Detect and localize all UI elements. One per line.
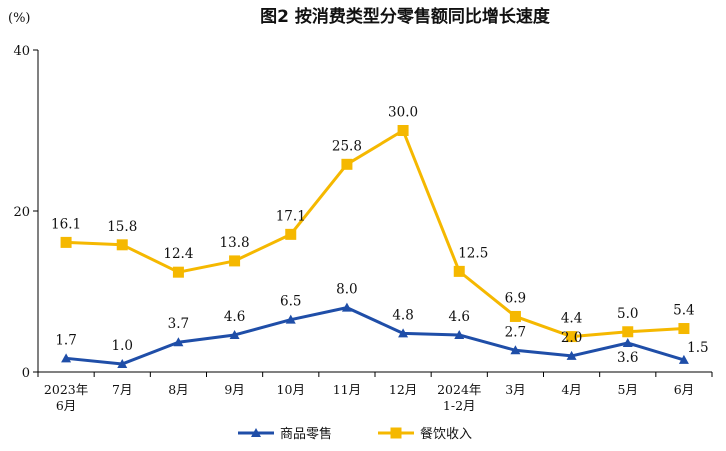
x-tick-label-line: 6月 xyxy=(56,398,76,413)
data-label: 6.9 xyxy=(505,290,526,306)
data-label: 25.8 xyxy=(332,138,362,154)
x-tick-label: 7月 xyxy=(112,382,132,397)
data-point xyxy=(173,337,184,347)
y-axis-unit: (%) xyxy=(8,11,31,26)
data-point xyxy=(622,338,633,348)
x-tick-label: 4月 xyxy=(561,382,581,397)
x-tick-label-line: 9月 xyxy=(224,382,244,397)
data-label: 4.6 xyxy=(224,309,245,325)
data-label: 1.0 xyxy=(112,338,133,354)
x-tick-label: 3月 xyxy=(505,382,525,397)
y-tick-label: 0 xyxy=(22,366,30,381)
data-point xyxy=(341,158,353,170)
data-label: 6.5 xyxy=(280,294,301,310)
x-tick-label-line: 10月 xyxy=(277,382,305,397)
data-point xyxy=(678,354,689,364)
legend-label: 餐饮收入 xyxy=(420,426,472,442)
legend-marker xyxy=(390,427,402,439)
data-point xyxy=(117,358,128,368)
x-tick-label-line: 8月 xyxy=(168,382,188,397)
data-label: 2.0 xyxy=(561,330,582,346)
x-tick-label-line: 3月 xyxy=(505,382,525,397)
data-labels: 1.7 1.0 3.7 4.6 6.5 8.0 4.8 4.6 2.7 2.0 3.6 1.5 16.1… xyxy=(51,105,709,367)
legend-label: 商品零售 xyxy=(280,426,332,442)
x-tick-label-line: 7月 xyxy=(112,382,132,397)
x-tick-label-line: 2023年 xyxy=(44,382,88,397)
data-point xyxy=(510,345,521,355)
data-label: 4.4 xyxy=(561,311,582,327)
data-point xyxy=(678,323,690,335)
x-tick-label: 6月 xyxy=(674,382,694,397)
data-label: 13.8 xyxy=(220,235,250,251)
data-point xyxy=(116,239,128,251)
legend-marker xyxy=(251,428,261,437)
data-point xyxy=(397,125,409,136)
data-label: 4.8 xyxy=(392,307,413,323)
data-label: 8.0 xyxy=(336,282,357,298)
data-point xyxy=(60,236,72,248)
data-label: 5.0 xyxy=(617,306,638,322)
x-tick-label: 2023年 6月 xyxy=(44,382,88,413)
x-tick-label-line: 4月 xyxy=(561,382,581,397)
x-tick-label: 5月 xyxy=(618,382,638,397)
series-line xyxy=(65,306,685,366)
data-label: 4.6 xyxy=(449,309,470,325)
data-point xyxy=(172,266,184,278)
data-label: 5.4 xyxy=(673,303,694,319)
data-label: 12.4 xyxy=(163,246,193,262)
data-point xyxy=(341,302,352,312)
data-point xyxy=(509,310,521,322)
data-label: 2.7 xyxy=(505,324,526,340)
x-tick-label-line: 1-2月 xyxy=(443,398,476,413)
data-label: 12.5 xyxy=(458,245,488,261)
y-tick-label: 40 xyxy=(13,44,30,59)
y-tick-label: 20 xyxy=(13,205,30,220)
data-label: 1.5 xyxy=(687,340,708,356)
data-label: 15.8 xyxy=(107,219,137,235)
series-layer xyxy=(60,125,690,368)
data-point xyxy=(285,228,297,240)
data-label: 17.1 xyxy=(276,208,306,224)
x-tick-label: 9月 xyxy=(224,382,244,397)
chart-title: 图2 按消费类型分零售额同比增长速度 xyxy=(260,6,551,27)
x-tick-label: 12月 xyxy=(389,382,417,397)
data-point xyxy=(229,255,241,267)
data-point xyxy=(285,314,296,324)
x-tick-label-line: 12月 xyxy=(389,382,417,397)
x-tick-label: 10月 xyxy=(277,382,305,397)
data-label: 30.0 xyxy=(388,105,418,121)
x-tick-label-line: 2024年 xyxy=(437,382,481,397)
x-tick-label-line: 6月 xyxy=(674,382,694,397)
data-point xyxy=(61,353,72,363)
legend: 商品零售 餐饮收入 xyxy=(238,426,472,442)
x-tick-label-line: 11月 xyxy=(333,382,361,397)
series-line xyxy=(66,129,685,339)
data-point xyxy=(454,329,465,339)
x-tick-label: 8月 xyxy=(168,382,188,397)
y-axis-ticks: 0 20 40 xyxy=(13,44,38,381)
data-point xyxy=(566,331,578,343)
x-tick-label: 2024年 1-2月 xyxy=(437,382,481,413)
data-point xyxy=(622,326,634,338)
x-tick-label-line: 5月 xyxy=(618,382,638,397)
data-point xyxy=(566,350,577,360)
x-tick-label: 11月 xyxy=(333,382,361,397)
data-label: 3.7 xyxy=(168,316,189,332)
data-point xyxy=(453,265,465,277)
data-label: 16.1 xyxy=(51,216,81,232)
data-point xyxy=(229,329,240,339)
data-point xyxy=(398,328,409,338)
data-label: 3.6 xyxy=(617,350,638,366)
data-label: 1.7 xyxy=(55,332,76,348)
